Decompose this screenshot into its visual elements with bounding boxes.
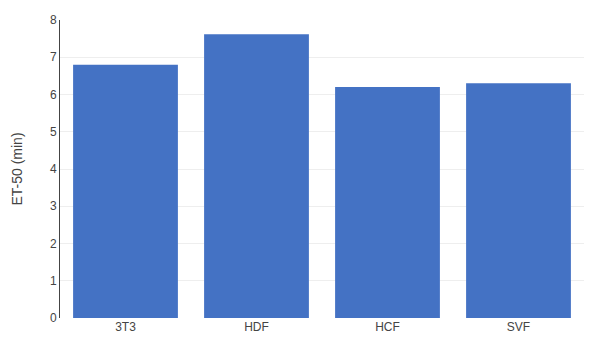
svg-text:3T3: 3T3 — [115, 320, 136, 334]
svg-text:SVF: SVF — [507, 320, 530, 334]
svg-text:1: 1 — [50, 274, 57, 288]
svg-text:4: 4 — [50, 162, 57, 176]
svg-text:5: 5 — [50, 125, 57, 139]
svg-text:0: 0 — [50, 311, 57, 325]
svg-text:HDF: HDF — [244, 320, 269, 334]
svg-text:HCF: HCF — [375, 320, 400, 334]
svg-text:ET-50 (min): ET-50 (min) — [9, 132, 25, 205]
svg-text:6: 6 — [50, 88, 57, 102]
svg-text:7: 7 — [50, 50, 57, 64]
svg-text:8: 8 — [50, 13, 57, 27]
svg-text:2: 2 — [50, 237, 57, 251]
svg-text:3: 3 — [50, 199, 57, 213]
